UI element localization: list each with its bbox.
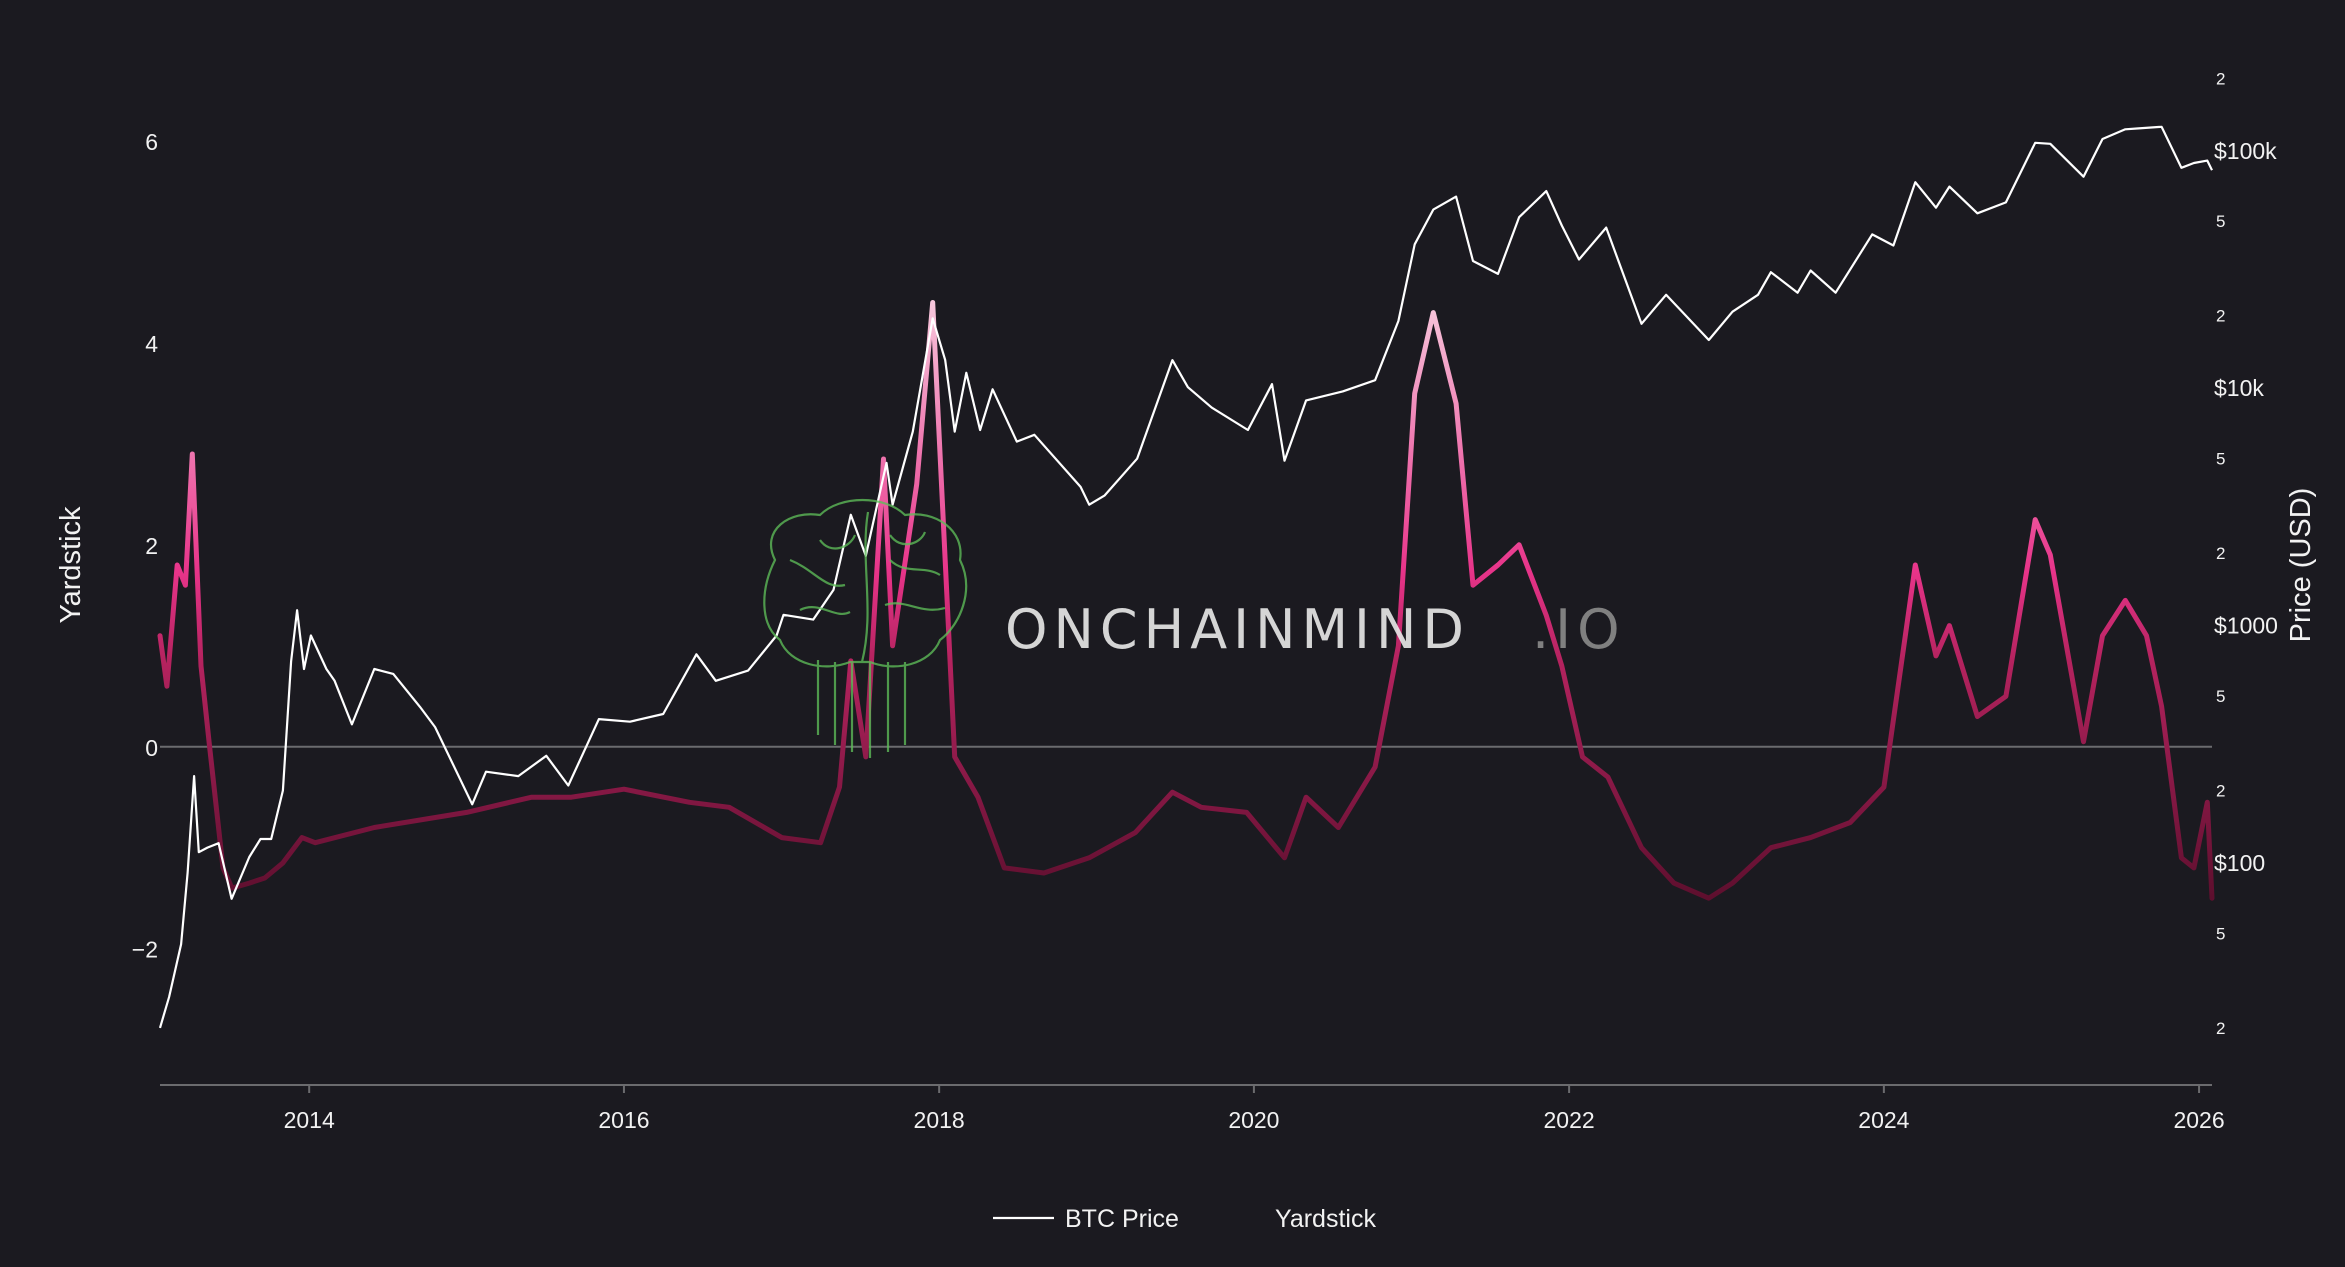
- right-axis-title: Price (USD): [2285, 488, 2317, 643]
- right-minor-tick-label: 5: [2216, 687, 2225, 706]
- right-minor-tick-label: 5: [2216, 924, 2225, 943]
- legend: BTC Price Yardstick: [993, 1205, 1376, 1233]
- right-minor-tick-label: 2: [2216, 544, 2225, 563]
- left-axis-title: Yardstick: [55, 506, 87, 624]
- left-tick-label: −2: [132, 937, 158, 963]
- x-tick-label: 2018: [914, 1107, 965, 1133]
- right-axis-ticks: $100 $1000 $10k $100k 2 5 2 5 2 5 2 5 2: [2214, 69, 2278, 1038]
- x-tick-label: 2014: [284, 1107, 335, 1133]
- left-axis-ticks: −2 0 2 4 6: [132, 129, 158, 963]
- right-minor-tick-label: 5: [2216, 212, 2225, 231]
- right-minor-tick-label: 2: [2216, 69, 2225, 88]
- right-major-tick-label: $10k: [2214, 375, 2264, 401]
- left-tick-label: 4: [145, 331, 158, 357]
- right-major-tick-label: $100: [2214, 850, 2265, 876]
- x-tick-label: 2024: [1858, 1107, 1909, 1133]
- right-major-tick-label: $1000: [2214, 613, 2278, 639]
- x-axis-ticks: 2014 2016 2018 2020 2022 2024 2026: [284, 1085, 2225, 1133]
- yardstick-series-line: [157, 300, 2215, 901]
- x-tick-label: 2026: [2173, 1107, 2224, 1133]
- left-tick-label: 6: [145, 129, 158, 155]
- x-tick-label: 2022: [1544, 1107, 1595, 1133]
- watermark: ONCHAINMIND .IO: [763, 499, 1626, 758]
- right-minor-tick-label: 2: [2216, 1019, 2225, 1038]
- watermark-text-main: ONCHAINMIND: [1005, 598, 1470, 661]
- right-minor-tick-label: 5: [2216, 450, 2225, 469]
- right-minor-tick-label: 2: [2216, 782, 2225, 801]
- brain-circuit-logo: [763, 499, 968, 758]
- right-minor-tick-label: 2: [2216, 307, 2225, 326]
- legend-btc-price-label: BTC Price: [1065, 1205, 1179, 1233]
- watermark-text-suffix: .IO: [1532, 598, 1626, 661]
- right-major-tick-label: $100k: [2214, 138, 2277, 164]
- x-tick-label: 2016: [598, 1107, 649, 1133]
- left-tick-label: 2: [145, 533, 158, 559]
- x-tick-label: 2020: [1228, 1107, 1279, 1133]
- btc-price-series-line: [158, 125, 2213, 1029]
- legend-yardstick-label: Yardstick: [1275, 1205, 1376, 1233]
- left-tick-label: 0: [145, 735, 158, 761]
